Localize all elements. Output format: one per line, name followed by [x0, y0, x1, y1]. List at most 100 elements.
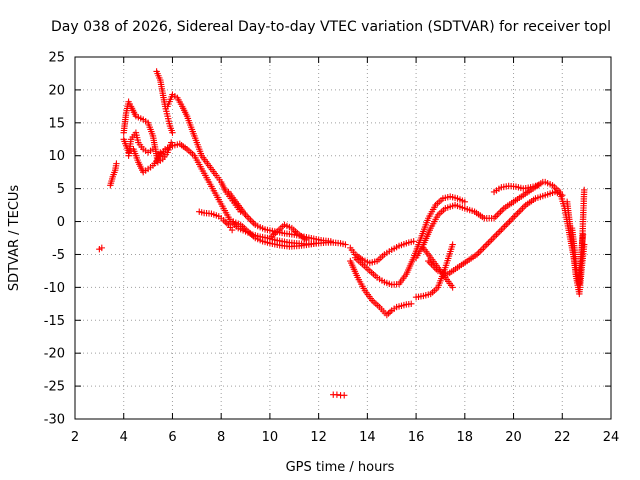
x-tick-label: 14: [359, 430, 376, 445]
data-points: [96, 68, 588, 399]
x-tick-label: 2: [71, 430, 79, 445]
data-point: [498, 206, 506, 214]
data-point: [499, 224, 507, 232]
x-axis-label: GPS time / hours: [286, 460, 395, 475]
series-track-l: [266, 221, 310, 244]
series-track-b: [107, 160, 120, 189]
data-point: [486, 238, 494, 245]
y-axis-label: SDTVAR / TECUs: [7, 185, 22, 292]
data-point: [478, 246, 486, 253]
data-point: [498, 226, 505, 233]
x-tick-label: 10: [262, 430, 279, 445]
data-point: [534, 182, 542, 189]
y-tick-label: -20: [44, 347, 65, 362]
data-point: [506, 218, 513, 225]
series-track-x: [568, 186, 588, 288]
data-point: [386, 308, 394, 316]
data-point: [248, 218, 256, 225]
data-point: [477, 247, 484, 255]
data-point: [494, 211, 501, 219]
data-point: [485, 239, 492, 247]
series-track-k: [225, 188, 335, 245]
data-point: [247, 216, 254, 224]
data-point: [475, 249, 482, 257]
series-track-m: [330, 391, 348, 399]
data-point: [520, 203, 528, 210]
data-point: [243, 213, 251, 220]
data-point: [333, 391, 341, 398]
series-track-h: [157, 140, 349, 248]
data-point: [483, 241, 490, 248]
x-tick-label: 24: [603, 430, 620, 445]
data-point: [516, 208, 523, 215]
data-point: [511, 213, 518, 220]
data-point: [501, 223, 508, 230]
series-track-i: [196, 208, 236, 234]
x-tick-label: 6: [168, 430, 176, 445]
y-tick-label: -30: [44, 413, 65, 428]
data-point: [514, 210, 521, 217]
y-tick-label: 0: [57, 215, 65, 230]
data-point: [480, 244, 487, 252]
x-tick-label: 4: [120, 430, 128, 445]
plot-frame: [74, 56, 612, 420]
data-point: [327, 238, 335, 245]
data-point: [461, 198, 469, 205]
y-axis-ticks: 25 20 15 10 5 0 -5 -10 -15 -20 -25 -30: [44, 51, 611, 428]
data-point: [519, 205, 526, 212]
data-point: [481, 243, 489, 250]
data-point: [169, 129, 176, 136]
series-track-a: [96, 244, 105, 253]
data-point: [449, 284, 456, 291]
data-point: [497, 208, 504, 215]
x-tick-label: 16: [408, 430, 425, 445]
data-point: [113, 160, 120, 167]
y-tick-label: 20: [48, 83, 65, 98]
x-tick-label: 18: [457, 430, 474, 445]
y-tick-label: 25: [48, 51, 65, 66]
data-point: [492, 213, 499, 220]
series-track-t: [425, 188, 566, 278]
series-track-e: [125, 129, 157, 159]
y-tick-label: -5: [52, 248, 65, 263]
data-point: [491, 233, 499, 240]
data-point: [250, 219, 257, 227]
chart-title: Day 038 of 2026, Sidereal Day-to-day VTE…: [51, 19, 611, 35]
y-tick-label: 5: [57, 182, 65, 197]
data-point: [488, 236, 495, 243]
data-point: [341, 392, 348, 399]
y-tick-label: -25: [44, 380, 65, 395]
y-tick-label: -15: [44, 314, 65, 329]
data-point: [503, 221, 510, 229]
data-point: [509, 215, 516, 222]
data-point: [149, 145, 157, 153]
data-point: [496, 228, 503, 235]
series-track-o: [347, 257, 415, 319]
data-point: [408, 300, 415, 308]
data-point: [449, 241, 456, 248]
data-point: [494, 229, 502, 237]
data-point: [504, 219, 512, 227]
x-tick-label: 20: [505, 430, 522, 445]
data-point: [581, 186, 588, 194]
x-tick-label: 12: [310, 430, 327, 445]
y-tick-label: 15: [48, 116, 65, 131]
series-track-n: [347, 238, 417, 267]
x-axis-ticks: 2 4 6 8 10 12 14 16 18 20 22 24: [71, 57, 619, 445]
data-point: [495, 210, 503, 217]
data-point: [168, 139, 175, 146]
y-tick-label: -10: [44, 281, 65, 296]
grid: [75, 57, 611, 419]
data-point: [228, 226, 236, 234]
x-tick-label: 22: [554, 430, 571, 445]
series-track-d: [120, 136, 164, 176]
data-point: [490, 234, 497, 242]
data-point: [410, 238, 417, 245]
x-tick-label: 8: [217, 430, 225, 445]
data-point: [517, 206, 525, 214]
series-track-u: [490, 182, 542, 196]
data-point: [342, 241, 349, 248]
data-point: [303, 236, 310, 244]
data-point: [98, 244, 105, 252]
